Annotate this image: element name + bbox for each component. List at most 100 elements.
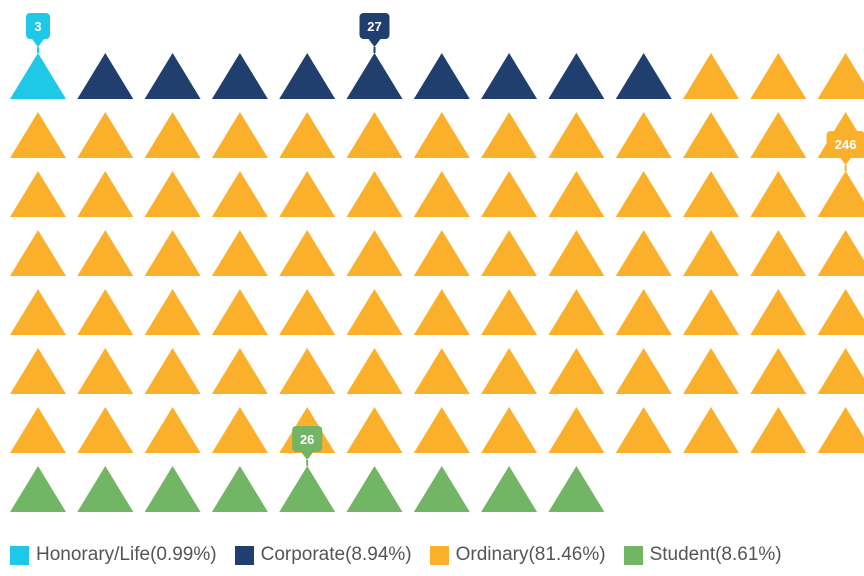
waffle-icon-ordinary xyxy=(279,289,336,335)
icon-grid xyxy=(10,53,864,512)
waffle-icon-student xyxy=(10,466,66,512)
waffle-icon-ordinary xyxy=(279,112,336,158)
waffle-icon-ordinary xyxy=(683,230,739,276)
waffle-icon-ordinary xyxy=(77,171,134,217)
waffle-icon-corporate xyxy=(548,53,605,99)
waffle-icon-ordinary xyxy=(413,171,470,217)
waffle-icon-ordinary xyxy=(413,407,470,453)
waffle-icon-ordinary xyxy=(548,289,605,335)
legend-swatch xyxy=(623,545,643,565)
waffle-icon-ordinary xyxy=(77,112,134,158)
waffle-icon-ordinary xyxy=(481,230,538,276)
waffle-icon-ordinary xyxy=(413,112,470,158)
waffle-icon-student xyxy=(279,466,336,512)
waffle-icon-ordinary xyxy=(279,348,336,394)
waffle-icon-ordinary xyxy=(346,112,403,158)
waffle-icon-ordinary xyxy=(211,112,268,158)
waffle-icon-student xyxy=(211,466,268,512)
waffle-icon-corporate xyxy=(211,53,268,99)
waffle-icon-ordinary xyxy=(211,289,268,335)
waffle-icon-ordinary xyxy=(750,230,807,276)
waffle-icon-corporate xyxy=(413,53,470,99)
waffle-icon-ordinary xyxy=(346,289,403,335)
waffle-icon-student xyxy=(548,466,605,512)
waffle-icon-ordinary xyxy=(10,407,66,453)
waffle-icon-ordinary xyxy=(346,348,403,394)
callout-student: 26 xyxy=(292,426,323,466)
callout-pointer xyxy=(32,39,44,47)
waffle-icon-ordinary xyxy=(548,230,605,276)
callout-label: 26 xyxy=(300,432,314,447)
legend-item-corporate[interactable]: Corporate (8.94%) xyxy=(234,544,412,566)
legend-swatch xyxy=(429,545,449,565)
waffle-icon-ordinary xyxy=(683,112,739,158)
legend-percent: (0.99%) xyxy=(150,544,217,565)
waffle-plot-area: 3 27 246 26 xyxy=(10,13,864,512)
legend-item-student[interactable]: Student (8.61%) xyxy=(623,544,782,566)
waffle-icon-ordinary xyxy=(817,407,864,453)
waffle-icon-ordinary xyxy=(10,348,66,394)
waffle-icon-ordinary xyxy=(144,407,201,453)
waffle-icon-ordinary xyxy=(548,348,605,394)
waffle-icon-ordinary xyxy=(77,407,134,453)
legend-label: Ordinary xyxy=(455,544,529,565)
legend-swatch xyxy=(234,545,254,565)
waffle-icon-student xyxy=(413,466,470,512)
legend-item-ordinary[interactable]: Ordinary (81.46%) xyxy=(429,544,606,566)
legend-percent: (8.94%) xyxy=(345,544,412,565)
waffle-icon-corporate xyxy=(346,53,403,99)
legend-item-honorary-life[interactable]: Honorary/Life (0.99%) xyxy=(10,544,217,566)
waffle-icon-ordinary xyxy=(683,348,739,394)
waffle-icon-ordinary xyxy=(615,407,672,453)
callout-ordinary: 246 xyxy=(826,131,864,171)
waffle-icon-student xyxy=(346,466,403,512)
legend-label: Honorary/Life xyxy=(36,544,151,565)
waffle-icon-ordinary xyxy=(346,171,403,217)
legend-label: Student xyxy=(649,544,716,565)
waffle-icon-ordinary xyxy=(750,112,807,158)
waffle-icon-corporate xyxy=(615,53,672,99)
waffle-icon-student xyxy=(144,466,201,512)
waffle-icon-ordinary xyxy=(615,171,672,217)
waffle-icon-ordinary xyxy=(413,348,470,394)
waffle-icon-ordinary xyxy=(615,112,672,158)
waffle-icon-ordinary xyxy=(10,289,66,335)
waffle-icon-ordinary xyxy=(144,171,201,217)
legend-label: Corporate xyxy=(260,544,346,565)
waffle-icon-ordinary xyxy=(548,171,605,217)
waffle-icon-ordinary xyxy=(77,348,134,394)
waffle-icon-ordinary xyxy=(413,230,470,276)
waffle-icon-ordinary xyxy=(548,112,605,158)
legend-swatch xyxy=(10,545,29,565)
callout-box xyxy=(826,131,864,157)
waffle-icon-student xyxy=(77,466,134,512)
waffle-icon-ordinary xyxy=(10,230,66,276)
callout-corporate: 27 xyxy=(359,13,390,53)
waffle-icon-ordinary xyxy=(817,53,864,99)
waffle-icon-ordinary xyxy=(750,289,807,335)
waffle-icon-ordinary xyxy=(144,289,201,335)
waffle-icon-ordinary xyxy=(817,171,864,217)
waffle-icon-ordinary xyxy=(750,407,807,453)
waffle-icon-corporate xyxy=(481,53,538,99)
waffle-icon-ordinary xyxy=(615,230,672,276)
waffle-icon-ordinary xyxy=(683,171,739,217)
waffle-icon-ordinary xyxy=(817,230,864,276)
waffle-icon-ordinary xyxy=(211,230,268,276)
waffle-icon-ordinary xyxy=(279,171,336,217)
waffle-icon-ordinary xyxy=(481,348,538,394)
waffle-icon-corporate xyxy=(144,53,201,99)
waffle-icon-ordinary xyxy=(615,289,672,335)
waffle-icon-ordinary xyxy=(413,289,470,335)
waffle-icon-ordinary xyxy=(548,407,605,453)
waffle-icon-corporate xyxy=(279,53,336,99)
callouts: 3 27 246 26 xyxy=(26,13,864,466)
callout-label: 27 xyxy=(367,19,381,34)
waffle-icon-ordinary xyxy=(750,348,807,394)
waffle-icon-honorary-life xyxy=(10,53,66,99)
callout-label: 246 xyxy=(835,137,857,152)
waffle-icon-student xyxy=(481,466,538,512)
waffle-icon-ordinary xyxy=(817,348,864,394)
callout-pointer xyxy=(368,39,381,47)
